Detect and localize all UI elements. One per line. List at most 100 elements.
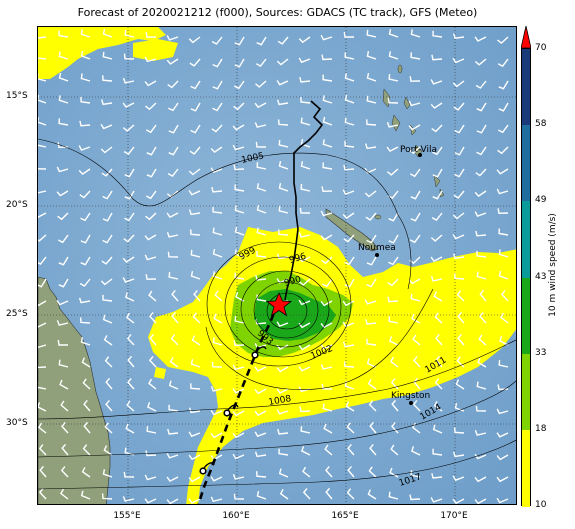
wind-barb (189, 146, 201, 155)
wind-barb (431, 54, 443, 61)
wind-barb (38, 366, 47, 369)
wind-barb (454, 124, 465, 134)
wind-barb (366, 95, 377, 104)
wind-barb (100, 146, 113, 154)
wind-barb (457, 333, 465, 346)
wind-speed-colorbar (521, 48, 531, 507)
wind-barb (323, 423, 333, 434)
wind-barb (58, 95, 69, 104)
wind-barb (168, 272, 179, 280)
wind-barb (190, 270, 201, 280)
wind-barb (254, 102, 267, 109)
wind-barb (58, 359, 69, 368)
wind-barb (126, 400, 135, 412)
wind-barb (388, 256, 399, 266)
wind-barb (496, 432, 509, 438)
colorbar-tick-18: 18 (535, 424, 547, 434)
wind-barb (366, 338, 377, 346)
wind-barb (145, 190, 157, 200)
wind-barb (166, 35, 179, 41)
wind-barb (212, 206, 223, 214)
wind-barb (38, 57, 47, 60)
wind-barb (144, 254, 157, 261)
wind-barb (79, 278, 91, 287)
wind-barb (409, 168, 421, 178)
wind-barb (454, 146, 465, 156)
wind-barb (145, 102, 157, 111)
wind-barb (432, 448, 443, 456)
wind-barb (212, 248, 223, 258)
wind-barb (190, 249, 201, 258)
wind-barb (125, 292, 135, 302)
wind-barb (364, 299, 377, 305)
wind-barb (83, 421, 91, 434)
wind-barb (102, 190, 113, 200)
wind-barb (430, 497, 443, 503)
city-dot-port-vila (418, 153, 422, 157)
wind-barb (168, 404, 179, 412)
wind-barb (367, 378, 377, 390)
wind-barb (234, 272, 245, 280)
wind-barb (145, 212, 157, 221)
wind-barb (322, 162, 333, 170)
wind-barb (210, 476, 223, 482)
wind-barb (232, 453, 245, 460)
wind-barb (38, 278, 47, 288)
wind-barb (369, 443, 377, 456)
wind-barb (144, 234, 157, 241)
wind-barb (342, 321, 355, 328)
wind-barb (386, 146, 399, 152)
wind-barb (190, 229, 201, 236)
wind-barb (256, 250, 267, 258)
wind-barb (498, 228, 509, 236)
wind-barb (124, 190, 135, 200)
wind-barb (126, 334, 135, 346)
wind-barb (56, 166, 69, 173)
wind-barb (190, 102, 201, 112)
wind-barb (122, 124, 135, 132)
wind-barb (410, 29, 421, 38)
forecast-track (197, 302, 280, 504)
wind-barb (496, 168, 509, 175)
wind-barb (58, 256, 69, 266)
wind-barb (475, 230, 487, 237)
wind-barb (211, 124, 223, 133)
wind-barb (234, 58, 245, 68)
wind-barb (232, 144, 245, 151)
colorbar-extend-arrow (521, 26, 531, 48)
wind-barb (101, 493, 113, 500)
wind-barb (147, 402, 157, 412)
wind-barb (122, 102, 135, 108)
wind-barb (320, 300, 333, 307)
wind-barb (410, 470, 421, 478)
wind-barb (412, 400, 421, 412)
wind-barb (148, 290, 157, 302)
wind-barb (454, 168, 465, 178)
wind-barb (474, 36, 487, 42)
wind-barb (233, 102, 245, 111)
wind-barb (279, 488, 289, 500)
wind-barb (145, 32, 157, 38)
wind-barb (453, 190, 465, 199)
wind-barb (124, 212, 135, 222)
forecast-map[interactable]: 1005 999 996 990 993 1002 1008 1011 1014… (37, 26, 517, 505)
wind-barb (82, 444, 91, 456)
wind-barb (320, 343, 333, 350)
wind-barb (146, 168, 157, 178)
wind-barb (105, 377, 113, 390)
wind-barb (276, 388, 289, 394)
wind-barb (457, 311, 465, 324)
wind-barb (498, 249, 509, 258)
wind-barb (188, 36, 201, 44)
wind-barb (497, 58, 509, 68)
wind-barb (254, 388, 267, 395)
wind-barb (366, 256, 377, 266)
wind-barb (278, 448, 289, 456)
wind-barb (298, 344, 311, 351)
wind-barb (188, 476, 201, 483)
colorbar-segment-10-18 (522, 430, 530, 507)
wind-barb (366, 234, 377, 244)
wind-barb (144, 56, 157, 63)
wind-barb (278, 205, 289, 214)
wind-barb (254, 122, 267, 128)
